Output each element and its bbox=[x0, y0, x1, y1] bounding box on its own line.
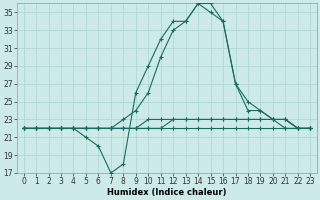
X-axis label: Humidex (Indice chaleur): Humidex (Indice chaleur) bbox=[107, 188, 227, 197]
